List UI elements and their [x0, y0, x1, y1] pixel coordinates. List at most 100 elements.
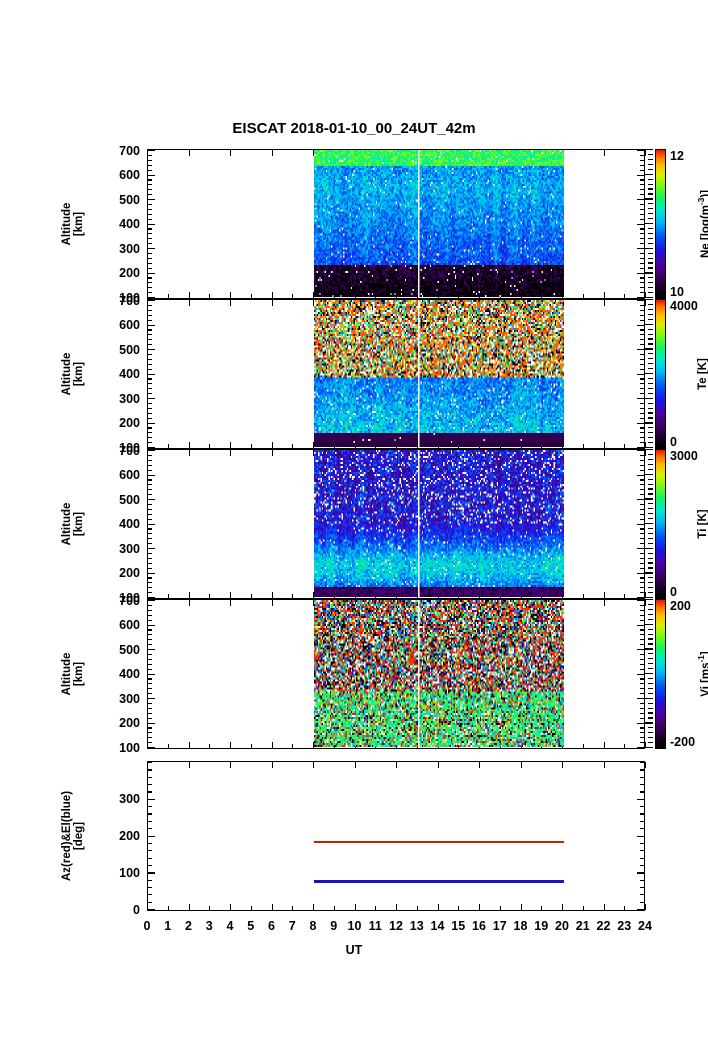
x-tick: [582, 294, 584, 298]
y-tick: [640, 742, 644, 744]
colorbar-tick: [648, 613, 653, 615]
y-tick: [640, 159, 644, 161]
y-tick: [148, 257, 152, 259]
y-tick: [148, 552, 152, 555]
y-axis-title-vi: Altitude [km]: [61, 599, 85, 749]
x-tick: [230, 450, 232, 456]
y-tick: [640, 334, 644, 336]
y-tick: [640, 850, 644, 852]
y-tick: [640, 828, 644, 830]
colorbar-tick: [648, 682, 653, 685]
y-tick: [640, 727, 644, 729]
y-tick: [640, 464, 644, 466]
y-tick: [640, 442, 644, 444]
colorbar-tick: [648, 353, 653, 355]
colorbar-tick: [648, 318, 653, 320]
y-tick: [637, 199, 644, 201]
y-tick: [640, 577, 644, 579]
x-tick: [271, 150, 273, 156]
colorbar-tick: [648, 458, 653, 461]
y-tick: [148, 894, 152, 896]
y-tick: [640, 184, 644, 186]
y-axis-title-line1: Altitude: [61, 352, 73, 396]
y-tick: [148, 233, 152, 235]
y-tick: [640, 154, 644, 157]
y-tick: [640, 503, 644, 506]
y-tick: [148, 459, 152, 461]
x-tick: [582, 594, 584, 598]
colorbar-tick: [648, 582, 653, 584]
y-tick: [640, 508, 644, 510]
colorbar-tick: [644, 623, 653, 625]
y-tick: [148, 747, 155, 749]
colorbar-tick: [648, 387, 653, 389]
y-tick: [148, 678, 152, 680]
y-tick: [148, 842, 152, 845]
colorbar-tick: [648, 532, 653, 535]
y-tick: [640, 658, 644, 660]
colorbar-max-label-ne: 12: [670, 149, 684, 163]
colorbar-te: [655, 299, 666, 449]
colorbar-tick: [648, 658, 653, 660]
y-tick: [148, 300, 155, 302]
colorbar-tick: [648, 368, 653, 370]
y-tick: [637, 398, 644, 400]
y-tick: [640, 629, 644, 631]
colorbar-min-label-vi: -200: [670, 735, 696, 749]
y-tick: [148, 909, 155, 911]
y-tick-label: 100: [119, 590, 140, 605]
colorbar-tick: [644, 348, 653, 350]
colorbar-tick: [648, 468, 653, 470]
y-tick: [148, 252, 152, 255]
x-tick: [188, 742, 190, 748]
x-tick: [230, 442, 232, 448]
y-tick: [148, 901, 152, 903]
x-tick: [147, 442, 149, 448]
colorbar-tick: [644, 272, 653, 274]
y-tick-label: 400: [119, 367, 140, 381]
x-tick-label: 6: [268, 919, 275, 933]
x-tick: [396, 904, 398, 910]
y-tick-label: 100: [119, 290, 140, 305]
x-tick-label: 4: [226, 919, 234, 933]
x-tick: [271, 300, 273, 306]
colorbar-vi: [655, 599, 666, 749]
x-tick: [271, 742, 273, 748]
colorbar-tick: [644, 373, 653, 375]
y-tick: [148, 791, 152, 793]
x-tick: [147, 300, 149, 306]
y-tick: [148, 169, 152, 171]
y-tick: [148, 592, 152, 594]
x-tick: [209, 444, 211, 448]
y-tick: [640, 402, 644, 405]
x-tick: [603, 442, 605, 448]
colorbar-ne: [655, 149, 666, 299]
colorbar-min-label-ne: 10: [670, 285, 684, 299]
colorbar-ticks-te: [643, 299, 653, 449]
x-tick: [603, 592, 605, 598]
y-tick: [148, 784, 152, 786]
page-title: EISCAT 2018-01-10_00_24UT_42m: [232, 120, 476, 137]
colorbar-tick: [648, 653, 653, 655]
y-tick: [637, 909, 644, 911]
colorbar-tick: [648, 587, 653, 589]
y-tick: [640, 179, 644, 181]
y-tick: [640, 864, 644, 867]
colorbar-tick: [648, 218, 653, 220]
y-tick: [637, 297, 644, 299]
x-tick: [147, 600, 149, 606]
y-tick: [148, 450, 155, 452]
x-tick: [603, 742, 605, 748]
y-tick: [148, 653, 152, 656]
y-tick: [637, 373, 644, 375]
colorbar-max-label-vi: 200: [670, 599, 691, 613]
colorbar-tick: [648, 343, 653, 345]
y-tick-label: 700: [119, 593, 140, 608]
colorbar-tick: [644, 299, 653, 301]
y-tick: [148, 557, 152, 559]
x-tick-label: 8: [309, 919, 317, 933]
y-tick: [637, 300, 644, 302]
y-tick: [640, 587, 644, 589]
colorbar-tick: [648, 407, 653, 409]
y-tick: [637, 223, 644, 225]
